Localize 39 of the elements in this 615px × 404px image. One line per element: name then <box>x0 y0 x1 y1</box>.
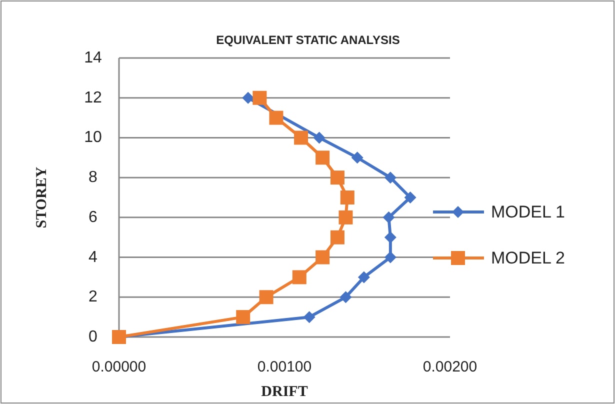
point <box>351 152 364 164</box>
point <box>330 170 344 185</box>
point <box>382 211 395 224</box>
point <box>330 230 344 244</box>
point <box>338 210 353 224</box>
point <box>384 231 396 244</box>
y-tick-label: 6 <box>88 208 98 226</box>
y-tick-label: 4 <box>88 248 98 266</box>
x-tick-label: 0.00000 <box>92 358 146 376</box>
legend-label: MODEL 1 <box>491 202 566 222</box>
y-tick-label: 2 <box>88 288 98 306</box>
chart-title: EQUIVALENT STATIC ANALYSIS <box>216 33 400 47</box>
y-tick-label: 0 <box>88 328 98 346</box>
point <box>269 110 284 125</box>
point <box>316 150 330 165</box>
point <box>340 291 352 304</box>
point <box>340 190 354 204</box>
y-tick-label: 14 <box>84 50 102 66</box>
point <box>384 251 396 264</box>
y-tick-label: 12 <box>84 89 102 106</box>
point <box>358 271 370 284</box>
point <box>316 250 330 264</box>
x-tick-label: 0.00200 <box>422 358 478 376</box>
point <box>303 311 316 324</box>
y-tick-label: 10 <box>84 129 102 146</box>
point <box>294 130 308 145</box>
point <box>292 270 306 284</box>
point <box>252 90 267 105</box>
y-tick-label: 8 <box>88 169 98 186</box>
point <box>404 192 416 204</box>
legend-label: MODEL 2 <box>491 248 566 268</box>
point <box>236 310 250 324</box>
x-tick-label: 0.00100 <box>257 358 312 376</box>
y-axis-title: STOREY <box>34 166 50 228</box>
x-axis-title: DRIFT <box>261 384 308 400</box>
point <box>313 132 326 144</box>
point <box>259 290 274 304</box>
point <box>242 92 254 104</box>
point <box>384 172 396 184</box>
